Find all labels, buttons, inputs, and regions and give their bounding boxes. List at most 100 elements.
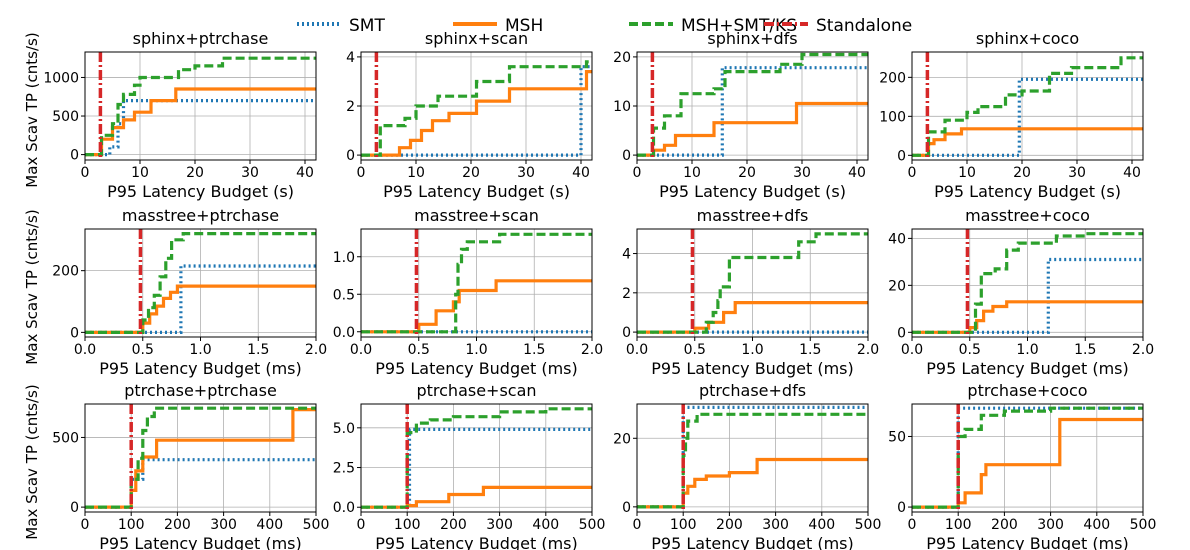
series-smt-3 [912, 77, 1143, 157]
panel-9: 0 100 200 300 400 500 0.0 2.5 5.0 ptrchase+scan P9… [333, 381, 606, 550]
x-tick-label-3-0: 0 [908, 165, 917, 181]
y-tick-label-10-0: 0 [622, 500, 631, 516]
x-tick-label-5-2: 1.0 [465, 342, 487, 358]
y-tick-label-8-1: 500 [52, 430, 79, 446]
x-tick-label-2-3: 30 [793, 165, 811, 181]
axes-frame-8 [84, 403, 317, 513]
y-tick-label-0-2: 1000 [43, 70, 79, 86]
y-tick-label-5-2: 1.0 [333, 250, 355, 266]
x-tick-label-11-3: 300 [1037, 517, 1064, 533]
x-tick-label-11-4: 400 [1083, 517, 1110, 533]
x-tick-label-2-2: 20 [738, 165, 756, 181]
y-tick-label-6-0: 0 [622, 325, 631, 341]
panel-title-9: ptrchase+scan [416, 381, 536, 400]
x-tick-label-4-0: 0.0 [74, 342, 96, 358]
y-tick-label-7-0: 0 [897, 325, 906, 341]
y-tick-label-11-0: 0 [897, 500, 906, 516]
x-tick-label-8-0: 0 [81, 517, 90, 533]
series-msh-smt-ks-5 [361, 232, 592, 334]
legend: SMT MSH MSH+SMT/KS Standalone [297, 16, 912, 36]
series-msh-0 [85, 87, 316, 157]
x-tick-label-0-2: 20 [186, 165, 204, 181]
series-msh-6 [637, 301, 868, 334]
panel-title-8: ptrchase+ptrchase [124, 381, 277, 400]
x-tick-label-7-3: 1.5 [1074, 342, 1096, 358]
panel-6: 0.0 0.5 1.0 1.5 2.0 0 2 4 masstree+dfs P95 Latenc… [622, 206, 879, 378]
y-tick-label-2-1: 10 [613, 99, 631, 115]
series-msh-smt-ks-0 [85, 56, 316, 157]
panel-title-7: masstree+coco [965, 206, 1090, 225]
series-smt-7 [912, 257, 1143, 334]
series-msh-smt-ks-8 [85, 406, 316, 509]
x-axis-label-5: P95 Latency Budget (ms) [375, 359, 577, 378]
panel-3: 0 10 20 30 40 0 100 200 sphinx+coco P95 Latency B… [879, 29, 1144, 201]
x-tick-label-6-3: 1.5 [799, 342, 821, 358]
series-msh-7 [912, 300, 1143, 334]
y-tick-label-7-2: 40 [888, 231, 906, 247]
x-tick-label-2-0: 0 [633, 165, 642, 181]
series-msh-smt-ks-6 [637, 232, 868, 334]
x-tick-label-9-3: 300 [486, 517, 513, 533]
x-tick-label-10-2: 200 [716, 517, 743, 533]
x-tick-label-8-3: 300 [210, 517, 237, 533]
y-tick-label-8-0: 0 [70, 500, 79, 516]
x-tick-label-9-5: 500 [579, 517, 606, 533]
panel-0: 0 10 20 30 40 0 500 1000 sphinx+ptrchase P95 Late… [43, 29, 317, 201]
x-tick-label-6-1: 0.5 [684, 342, 706, 358]
series-smt-1 [361, 65, 592, 157]
panel-title-0: sphinx+ptrchase [133, 29, 269, 48]
y-tick-label-3-0: 0 [897, 148, 906, 164]
series-msh-1 [361, 69, 592, 157]
y-tick-label-1-1: 2 [346, 99, 355, 115]
x-tick-label-11-0: 0 [908, 517, 917, 533]
x-axis-label-0: P95 Latency Budget (s) [107, 182, 294, 201]
y-tick-label-0-1: 500 [52, 109, 79, 125]
x-tick-label-8-2: 200 [164, 517, 191, 533]
x-tick-label-5-4: 2.0 [581, 342, 603, 358]
x-tick-label-1-1: 10 [407, 165, 425, 181]
panel-10: 0 100 200 300 400 500 0 20 ptrchase+dfs P95 Laten… [613, 381, 881, 550]
y-tick-label-9-1: 2.5 [333, 461, 355, 477]
x-axis-label-10: P95 Latency Budget (ms) [651, 534, 853, 550]
x-tick-label-11-1: 100 [945, 517, 972, 533]
x-tick-label-0-3: 30 [241, 165, 259, 181]
x-tick-label-3-4: 40 [1123, 165, 1141, 181]
x-tick-label-9-4: 400 [532, 517, 559, 533]
y-tick-label-10-1: 20 [613, 431, 631, 447]
series-msh-9 [361, 485, 592, 509]
series-msh-8 [85, 408, 316, 509]
axes-frame-10 [636, 403, 869, 513]
legend-label-3: Standalone [816, 16, 912, 36]
x-tick-label-7-0: 0.0 [901, 342, 923, 358]
y-tick-label-2-0: 0 [622, 148, 631, 164]
axes-frame-11 [911, 403, 1144, 513]
panel-title-1: sphinx+scan [425, 29, 528, 48]
x-tick-label-3-2: 20 [1013, 165, 1031, 181]
y-tick-label-4-0: 0 [70, 325, 79, 341]
x-tick-label-6-4: 2.0 [857, 342, 879, 358]
x-tick-label-6-2: 1.0 [741, 342, 763, 358]
legend-label-2: MSH+SMT/KS [681, 16, 797, 36]
panel-title-11: ptrchase+coco [967, 381, 1087, 400]
x-tick-label-7-4: 2.0 [1132, 342, 1154, 358]
x-tick-label-6-0: 0.0 [626, 342, 648, 358]
panel-title-3: sphinx+coco [976, 29, 1079, 48]
panel-7: 0.0 0.5 1.0 1.5 2.0 0 20 40 masstree+coco P95 Lat… [888, 206, 1154, 378]
y-tick-label-6-1: 2 [622, 286, 631, 302]
x-tick-label-5-3: 1.5 [523, 342, 545, 358]
x-tick-label-9-1: 100 [394, 517, 421, 533]
series-msh-smt-ks-9 [361, 407, 592, 509]
y-tick-label-5-1: 0.5 [333, 287, 355, 303]
y-tick-label-5-0: 0.0 [333, 325, 355, 341]
y-tick-label-9-2: 5.0 [333, 421, 355, 437]
series-msh-11 [912, 417, 1143, 509]
x-tick-label-1-4: 40 [572, 165, 590, 181]
x-tick-label-8-4: 400 [256, 517, 283, 533]
panel-title-5: masstree+scan [414, 206, 539, 225]
y-tick-label-7-1: 20 [888, 278, 906, 294]
x-tick-label-5-0: 0.0 [350, 342, 372, 358]
panel-title-10: ptrchase+dfs [699, 381, 806, 400]
x-tick-label-2-1: 10 [683, 165, 701, 181]
x-tick-label-10-3: 300 [762, 517, 789, 533]
